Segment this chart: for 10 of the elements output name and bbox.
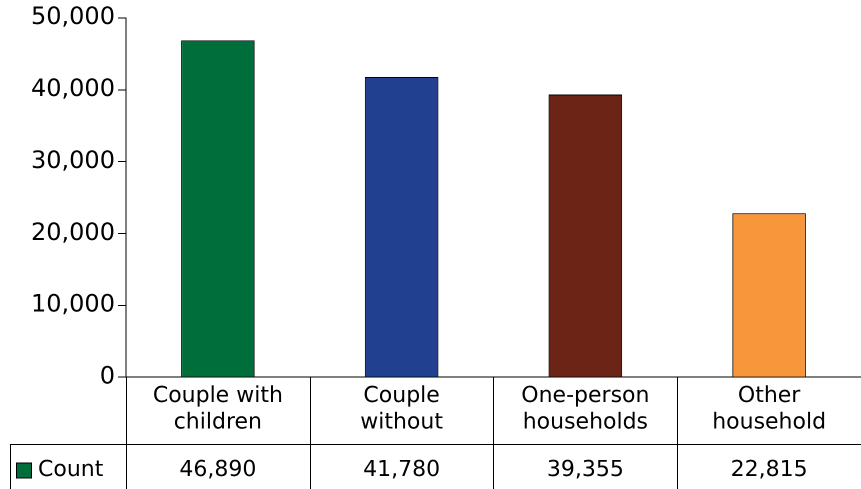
y-tick-label: 30,000 bbox=[30, 146, 115, 174]
y-tick-label: 50,000 bbox=[30, 2, 115, 30]
x-tick-label: One-person households bbox=[521, 383, 650, 435]
x-tick-label: Couple with children bbox=[152, 383, 283, 435]
y-tick-label: 40,000 bbox=[30, 74, 115, 102]
y-tick-label: 0 bbox=[100, 361, 115, 390]
y-tick-label: 10,000 bbox=[30, 290, 115, 318]
x-tick-label: Other household bbox=[712, 383, 826, 435]
x-tick-label: Couple without bbox=[360, 383, 444, 435]
y-tick-label: 20,000 bbox=[30, 218, 115, 246]
